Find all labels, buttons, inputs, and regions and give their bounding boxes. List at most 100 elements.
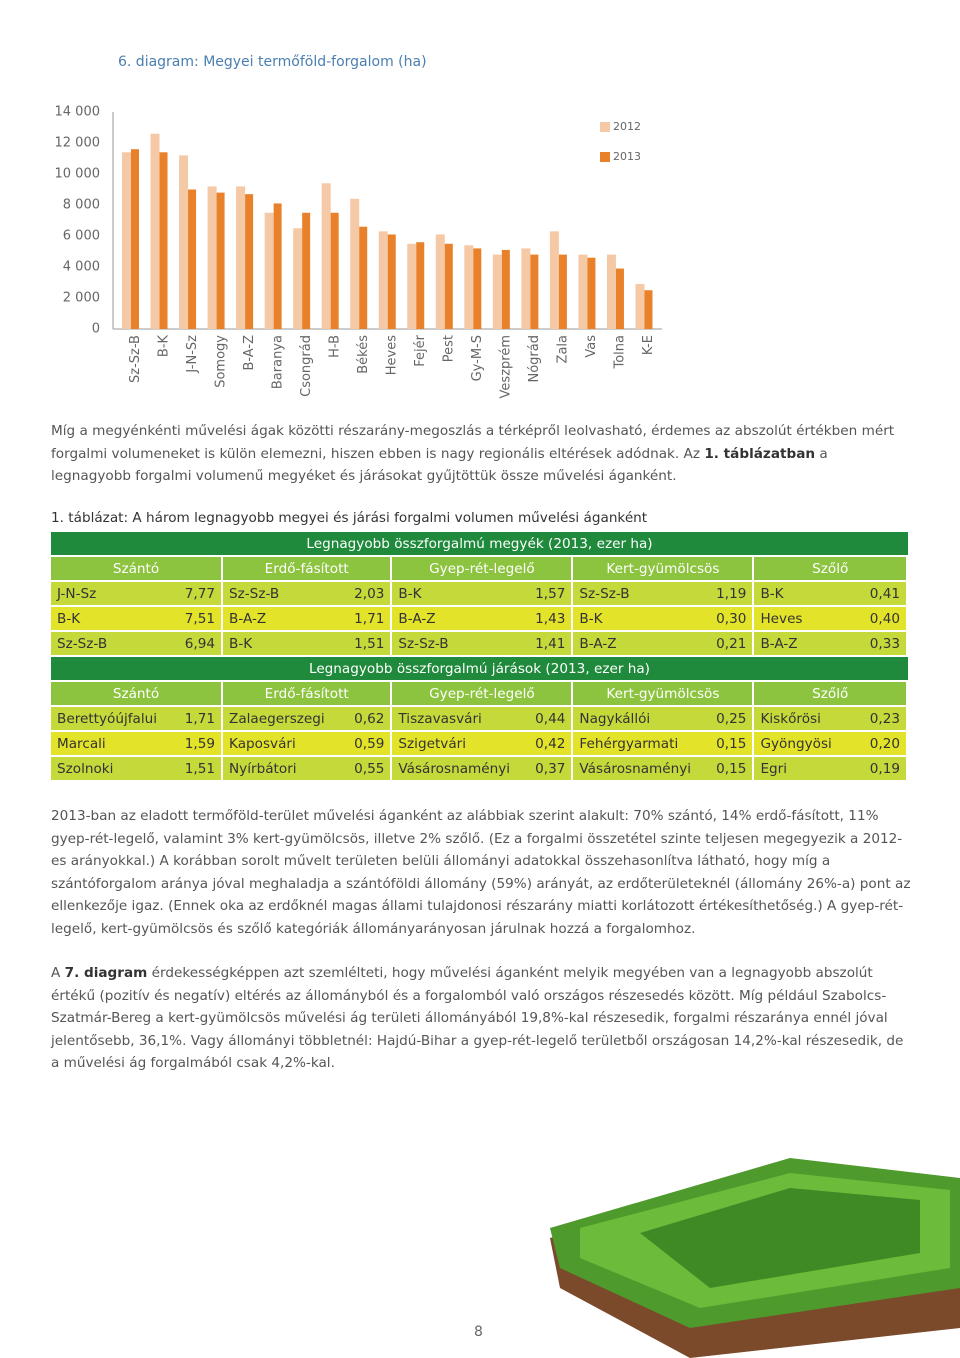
value-cell: 0,25 xyxy=(706,707,755,732)
bar xyxy=(150,133,160,329)
value-cell: 1,71 xyxy=(174,707,224,732)
table-row: J-N-Sz 7,77 Sz-Sz-B 2,03 B-K 1,57 Sz-Sz-B 1,19 B… xyxy=(51,582,908,607)
value-cell: 1,57 xyxy=(525,582,574,607)
bar xyxy=(330,212,339,329)
value-cell: 0,37 xyxy=(525,757,574,782)
name-cell: Tiszavasvári xyxy=(392,707,526,732)
x-tick-label: Heves xyxy=(385,335,400,375)
name-cell: Szolnoki xyxy=(51,757,175,782)
text: a legnagyobb forgalmi volumenű megyéket … xyxy=(51,445,828,485)
name-cell: Kiskőrösi xyxy=(754,707,861,732)
chart-title: 6. diagram: Megyei termőföld-forgalom (h… xyxy=(118,54,427,70)
bar xyxy=(644,290,653,329)
name-cell: Sz-Sz-B xyxy=(392,632,526,657)
value-cell: 0,59 xyxy=(344,732,393,757)
x-tick-label: Pest xyxy=(442,335,457,362)
column-header: Szántó xyxy=(51,557,224,582)
name-cell: B-K xyxy=(51,607,175,632)
column-header: Szőlő xyxy=(754,682,908,707)
x-tick-label: J-N-Sz xyxy=(185,335,200,374)
paragraph: Míg a megyénkénti művelési ágak közötti … xyxy=(51,420,911,488)
table-row: Berettyóújfalui 1,71 Zalaegerszegi 0,62 Tisz… xyxy=(51,707,908,732)
name-cell: Vásárosnaményi xyxy=(392,757,526,782)
bar xyxy=(302,212,311,329)
value-cell: 0,55 xyxy=(344,757,393,782)
bar xyxy=(530,254,539,329)
bar xyxy=(558,254,567,329)
page-number: 8 xyxy=(474,1324,483,1340)
x-tick-label: Tolna xyxy=(613,335,628,370)
name-cell: Nagykállói xyxy=(573,707,707,732)
value-cell: 1,59 xyxy=(174,732,224,757)
text: A xyxy=(51,965,65,981)
bold-text: 1. táblázatban xyxy=(704,445,816,462)
paragraph: A 7. diagram érdekességképpen azt szemlé… xyxy=(51,962,911,1075)
header-row: Szántó Erdő-fásított Gyep-rét-legelő Kert-g… xyxy=(51,682,908,707)
text: 2013-ban az eladott termőföld-terület mű… xyxy=(51,808,911,937)
y-tick-label: 10 000 xyxy=(55,167,101,182)
name-cell: Sz-Sz-B xyxy=(223,582,345,607)
name-cell: Zalaegerszegi xyxy=(223,707,345,732)
x-tick-label: Fejér xyxy=(413,334,428,366)
name-cell: J-N-Sz xyxy=(51,582,175,607)
section-title: Legnagyobb összforgalmú járások (2013, e… xyxy=(51,657,908,682)
y-tick-label: 14 000 xyxy=(55,105,101,120)
value-cell: 1,41 xyxy=(525,632,574,657)
value-cell: 0,33 xyxy=(861,632,908,657)
legend-label: 2013 xyxy=(613,150,641,163)
name-cell: B-K xyxy=(392,582,526,607)
name-cell: Kaposvári xyxy=(223,732,345,757)
name-cell: Egri xyxy=(754,757,861,782)
bar xyxy=(207,186,217,329)
column-header: Kert-gyümölcsös xyxy=(573,557,755,582)
y-tick-label: 4 000 xyxy=(63,260,100,275)
value-cell: 1,43 xyxy=(525,607,574,632)
bar xyxy=(359,226,368,329)
x-tick-label: B-A-Z xyxy=(242,335,257,371)
bar xyxy=(273,203,282,329)
bar xyxy=(492,254,502,329)
x-tick-label: B-K xyxy=(156,335,171,358)
value-cell: 1,71 xyxy=(344,607,393,632)
value-cell: 0,41 xyxy=(861,582,908,607)
text: érdekességképpen azt szemlélteti, hogy m… xyxy=(51,965,904,1071)
bar xyxy=(635,284,645,329)
name-cell: Vásárosnaményi xyxy=(573,757,707,782)
bar xyxy=(264,212,274,329)
value-cell: 7,77 xyxy=(174,582,224,607)
bar xyxy=(378,231,388,329)
column-header: Szántó xyxy=(51,682,224,707)
bar xyxy=(216,192,225,329)
column-header: Gyep-rét-legelő xyxy=(392,557,574,582)
bar xyxy=(321,183,331,329)
name-cell: Nyírbátori xyxy=(223,757,345,782)
value-cell: 0,19 xyxy=(861,757,908,782)
bold-text: 7. diagram xyxy=(64,965,148,981)
name-cell: B-K xyxy=(223,632,345,657)
column-header: Gyep-rét-legelő xyxy=(392,682,574,707)
grass-decoration xyxy=(550,1158,960,1358)
legend-label: 2012 xyxy=(613,120,641,133)
x-tick-label: K-E xyxy=(641,335,656,355)
y-tick-label: 0 xyxy=(92,322,100,337)
x-tick-label: Veszprém xyxy=(499,335,514,398)
table-row: Sz-Sz-B 6,94 B-K 1,51 Sz-Sz-B 1,41 B-A-Z 0,21 B-… xyxy=(51,632,908,657)
name-cell: Sz-Sz-B xyxy=(51,632,175,657)
column-header: Erdő-fásított xyxy=(223,682,393,707)
bar xyxy=(236,186,246,329)
value-cell: 0,23 xyxy=(861,707,908,732)
value-cell: 7,51 xyxy=(174,607,224,632)
table-row: Marcali 1,59 Kaposvári 0,59 Szigetvári 0,42 Fe… xyxy=(51,732,908,757)
paragraph: 2013-ban az eladott termőföld-terület mű… xyxy=(51,805,911,940)
x-tick-label: Zala xyxy=(556,335,571,363)
value-cell: 0,40 xyxy=(861,607,908,632)
legend-swatch xyxy=(600,122,610,132)
value-cell: 1,51 xyxy=(344,632,393,657)
x-tick-label: Nógrád xyxy=(527,335,542,383)
value-cell: 0,20 xyxy=(861,732,908,757)
column-header: Kert-gyümölcsös xyxy=(573,682,755,707)
bar xyxy=(179,155,189,329)
name-cell: Fehérgyarmati xyxy=(573,732,707,757)
text: Míg a megyénkénti művelési ágak közötti … xyxy=(51,423,895,462)
chart: 6. diagram: Megyei termőföld-forgalom (h… xyxy=(55,54,662,398)
